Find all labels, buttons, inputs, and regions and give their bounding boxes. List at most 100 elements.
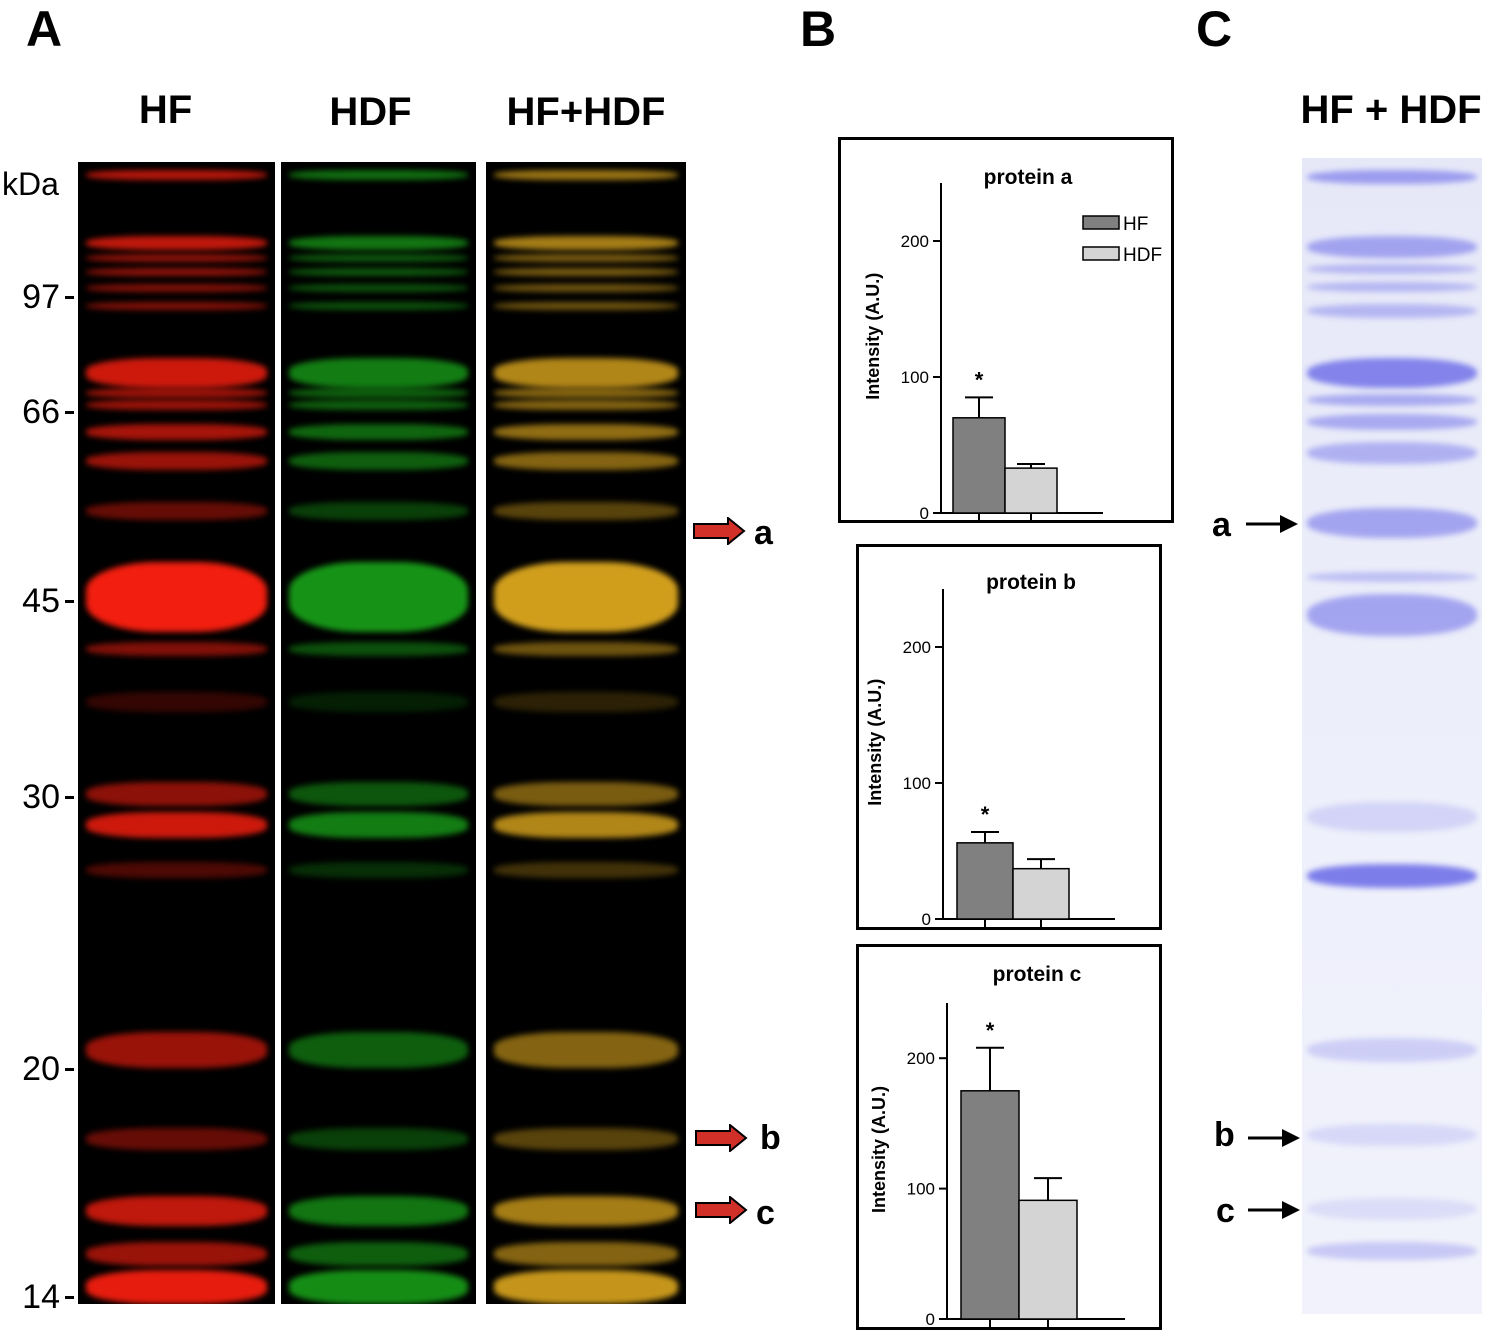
gel-band bbox=[85, 1128, 268, 1150]
chart-title: protein b bbox=[986, 571, 1076, 594]
gel-band bbox=[85, 284, 268, 292]
gel-band bbox=[494, 302, 678, 310]
gel-band bbox=[85, 812, 268, 838]
gel-band bbox=[85, 1032, 268, 1068]
gel-band bbox=[494, 388, 678, 398]
y-tick-label: 0 bbox=[922, 910, 931, 929]
gel-band bbox=[288, 692, 469, 712]
y-tick-label: 0 bbox=[926, 1310, 935, 1329]
gel-band bbox=[288, 862, 469, 878]
gel-band bbox=[85, 268, 268, 276]
stain-band bbox=[1307, 572, 1477, 582]
bar bbox=[1012, 867, 1070, 920]
bar bbox=[960, 1090, 1020, 1320]
significance-marker: * bbox=[975, 367, 984, 392]
stain-band bbox=[1307, 282, 1477, 292]
gel-lane-merge bbox=[486, 162, 686, 1304]
legend-swatch bbox=[1082, 215, 1120, 230]
stain-band bbox=[1307, 414, 1477, 430]
stain-band bbox=[1307, 508, 1477, 538]
gel-band bbox=[494, 862, 678, 878]
marker-tick bbox=[65, 1068, 74, 1071]
bar-chart-protein-c: protein c 0 100 200 Intensity (A.U.) * bbox=[856, 944, 1162, 1330]
gel-band bbox=[494, 1242, 678, 1266]
stain-band bbox=[1307, 594, 1477, 636]
marker-tick bbox=[65, 1296, 74, 1299]
gel-band bbox=[288, 812, 469, 838]
arrow-right-icon bbox=[1248, 1201, 1300, 1219]
stain-band bbox=[1307, 170, 1477, 184]
gel-band bbox=[85, 302, 268, 310]
gel-band bbox=[288, 782, 469, 806]
gel-band bbox=[288, 1196, 469, 1226]
gel-band bbox=[494, 562, 678, 632]
gel-band bbox=[288, 170, 469, 180]
stain-band bbox=[1307, 236, 1477, 258]
arrow-label-b: b bbox=[760, 1119, 781, 1157]
arrow-right-icon bbox=[695, 1196, 748, 1224]
gel-band bbox=[494, 782, 678, 806]
gel-band bbox=[288, 254, 469, 262]
gel-band bbox=[85, 642, 268, 656]
arrow-right-icon bbox=[1246, 515, 1298, 533]
marker-label: 45 bbox=[22, 582, 60, 620]
y-axis-label: Intensity (A.U.) bbox=[863, 273, 883, 400]
gel-band bbox=[494, 424, 678, 440]
gel-band bbox=[85, 170, 268, 180]
significance-marker: * bbox=[986, 1018, 995, 1043]
gel-band bbox=[85, 502, 268, 520]
arrow-right-icon bbox=[1248, 1129, 1300, 1147]
gel-band bbox=[494, 170, 678, 180]
gel-band bbox=[288, 1032, 469, 1068]
gel-band bbox=[494, 284, 678, 292]
gel-band bbox=[288, 268, 469, 276]
bar bbox=[1004, 467, 1058, 514]
legend-swatch bbox=[1082, 246, 1120, 261]
stain-band bbox=[1307, 802, 1477, 832]
gel-lane-hf bbox=[78, 162, 275, 1304]
y-tick-label: 100 bbox=[907, 1180, 935, 1199]
lane-title-merge: HF+HDF bbox=[506, 90, 666, 134]
chart-title: protein a bbox=[984, 166, 1073, 189]
gel-band bbox=[494, 1196, 678, 1226]
gel-band bbox=[85, 452, 268, 470]
gel-band bbox=[85, 1196, 268, 1226]
gel-band bbox=[85, 1242, 268, 1266]
bar bbox=[956, 842, 1014, 920]
chart-title: protein c bbox=[993, 963, 1082, 986]
arrow-label-a: a bbox=[754, 514, 773, 552]
stain-arrow-label-a: a bbox=[1212, 506, 1231, 544]
gel-band bbox=[85, 358, 268, 388]
panel-label-b: B bbox=[800, 1, 837, 57]
gel-band bbox=[85, 782, 268, 806]
gel-band bbox=[494, 452, 678, 470]
gel-band bbox=[288, 358, 469, 388]
marker-tick bbox=[65, 600, 74, 603]
arrow-right-icon bbox=[693, 517, 746, 545]
gel-band bbox=[494, 1032, 678, 1068]
y-tick-label: 200 bbox=[901, 232, 929, 251]
gel-lane-hdf bbox=[281, 162, 476, 1304]
gel-band bbox=[288, 502, 469, 520]
gel-band bbox=[288, 452, 469, 470]
stain-band bbox=[1307, 1198, 1477, 1220]
gel-band bbox=[85, 236, 268, 250]
y-tick-label: 200 bbox=[907, 1049, 935, 1068]
y-axis-label: Intensity (A.U.) bbox=[865, 679, 885, 806]
gel-band bbox=[288, 642, 469, 656]
arrow-label-c: c bbox=[756, 1194, 775, 1232]
marker-tick bbox=[65, 411, 74, 414]
panel-label-c: C bbox=[1196, 1, 1233, 57]
kda-unit-label: kDa bbox=[2, 166, 59, 202]
legend-label: HDF bbox=[1123, 245, 1162, 266]
gel-band bbox=[494, 236, 678, 250]
gel-band bbox=[288, 562, 469, 632]
marker-tick bbox=[65, 796, 74, 799]
bar-chart-protein-a: protein a 0 100 200 Intensity (A.U.) * HF HDF bbox=[838, 137, 1174, 523]
stain-lane-title: HF + HDF bbox=[1300, 88, 1482, 132]
gel-band bbox=[494, 1270, 678, 1304]
gel-band bbox=[288, 1242, 469, 1266]
gel-band bbox=[288, 424, 469, 440]
gel-band bbox=[494, 812, 678, 838]
gel-band bbox=[494, 642, 678, 656]
